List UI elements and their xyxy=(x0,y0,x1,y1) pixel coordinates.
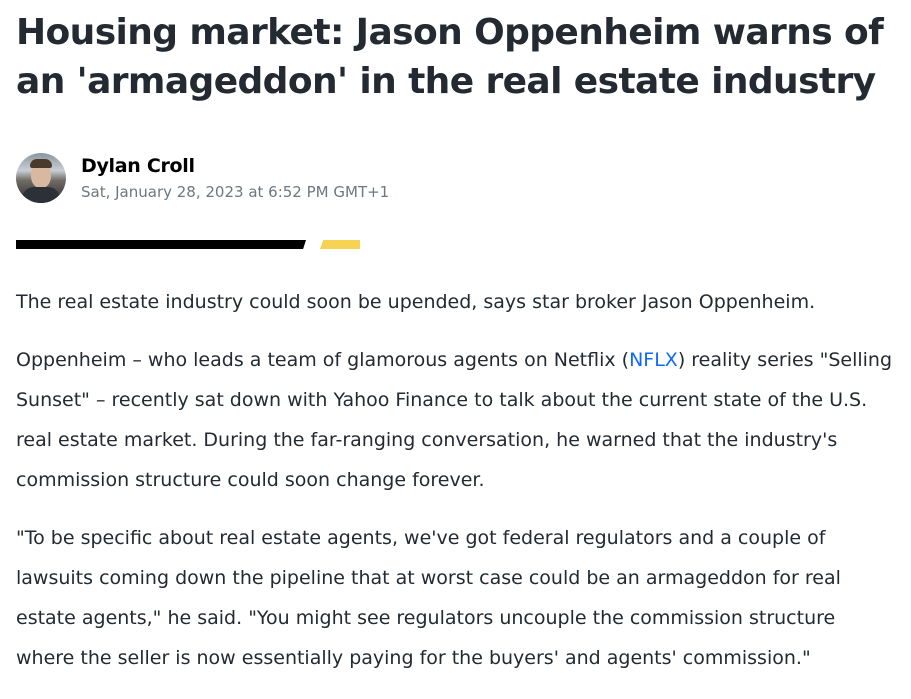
article-body: The real estate industry could soon be u… xyxy=(16,282,895,678)
paragraph-text: Oppenheim – who leads a team of glamorou… xyxy=(16,349,630,371)
author-avatar[interactable] xyxy=(16,153,66,203)
article-title: Housing market: Jason Oppenheim warns of… xyxy=(16,12,884,102)
avatar-body xyxy=(22,187,60,203)
author-byline: Dylan Croll Sat, January 28, 2023 at 6:5… xyxy=(16,152,895,204)
author-name[interactable]: Dylan Croll xyxy=(81,155,195,177)
paragraph-text: ) reality series "Selling Sunset" – rece… xyxy=(16,349,893,491)
paragraph: The real estate industry could soon be u… xyxy=(16,291,816,313)
divider-yellow-bar xyxy=(320,240,360,249)
paragraph: Oppenheim – who leads a team of glamorou… xyxy=(16,340,895,500)
avatar-hair xyxy=(30,159,52,168)
article: Housing market: Jason Oppenheim warns of… xyxy=(16,12,895,678)
avatar-face xyxy=(31,162,51,188)
divider xyxy=(16,240,895,252)
divider-black-bar xyxy=(16,240,306,249)
publish-date: Sat, January 28, 2023 at 6:52 PM GMT+1 xyxy=(81,183,390,201)
paragraph: "To be specific about real estate agents… xyxy=(16,527,841,669)
ticker-link-nflx[interactable]: NFLX xyxy=(629,349,678,371)
